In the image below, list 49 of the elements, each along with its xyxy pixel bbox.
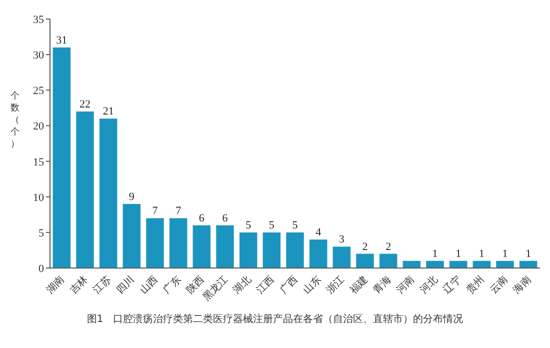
data-label: 5 <box>246 219 252 232</box>
data-label: 5 <box>268 219 275 232</box>
x-tick-label: 广西 <box>277 274 300 296</box>
data-label: 6 <box>198 212 205 224</box>
data-label: 31 <box>56 34 68 46</box>
x-tick-label: 江苏 <box>90 274 114 296</box>
y-tick-label: 5 <box>38 227 44 240</box>
y-axis-title: 个数（个） <box>10 90 20 150</box>
x-tick-label: 湖北 <box>230 274 254 296</box>
y-tick-label: 35 <box>33 14 44 26</box>
data-label: 2 <box>362 240 368 253</box>
data-label: 7 <box>152 205 158 218</box>
x-tick-label: 海南 <box>510 274 534 296</box>
y-tick-label: 0 <box>38 263 44 275</box>
data-label: 1 <box>432 248 438 260</box>
x-tick-label: 河北 <box>417 274 440 296</box>
y-tick-label: 15 <box>33 156 44 168</box>
data-label: 7 <box>176 205 182 218</box>
data-label: 3 <box>338 234 345 246</box>
data-label: 1 <box>456 248 462 260</box>
data-label: 2 <box>386 240 392 253</box>
x-tick-label: 浙江 <box>324 274 347 296</box>
data-label: 21 <box>102 106 114 118</box>
data-label: 4 <box>316 226 322 239</box>
y-tick-label: 20 <box>33 120 44 133</box>
x-tick-label: 山西 <box>137 274 160 296</box>
text: 图1 口腔溃疡治疗类第二类医疗器械注册产品在各省（自治区、直辖市）的分布情况 <box>86 313 464 325</box>
x-tick-label: 贵州 <box>464 274 487 296</box>
x-tick-label: 江西 <box>254 274 277 296</box>
data-label: 1 <box>526 248 532 260</box>
x-tick-label: 河南 <box>394 274 417 296</box>
x-tick-label: 青海 <box>370 274 394 296</box>
y-tick-label: 10 <box>33 192 44 204</box>
x-tick-label: 吉林 <box>67 274 90 296</box>
y-tick-label: 30 <box>33 50 44 62</box>
data-label: 1 <box>502 248 508 260</box>
x-tick-label: 山东 <box>300 274 324 296</box>
data-label: 22 <box>80 98 90 110</box>
x-tick-label: 四川 <box>114 274 137 296</box>
x-tick-label: 福建 <box>347 274 370 296</box>
x-tick-label: 湖南 <box>44 274 67 296</box>
y-tick-label: 25 <box>33 85 44 98</box>
data-label: 9 <box>128 190 135 203</box>
data-label: 1 <box>478 248 484 260</box>
x-tick-label: 云南 <box>487 274 510 296</box>
x-tick-label: 广东 <box>160 274 184 296</box>
data-label: 5 <box>292 219 298 232</box>
data-label: 6 <box>222 212 228 224</box>
x-tick-label: 辽宁 <box>440 274 464 296</box>
